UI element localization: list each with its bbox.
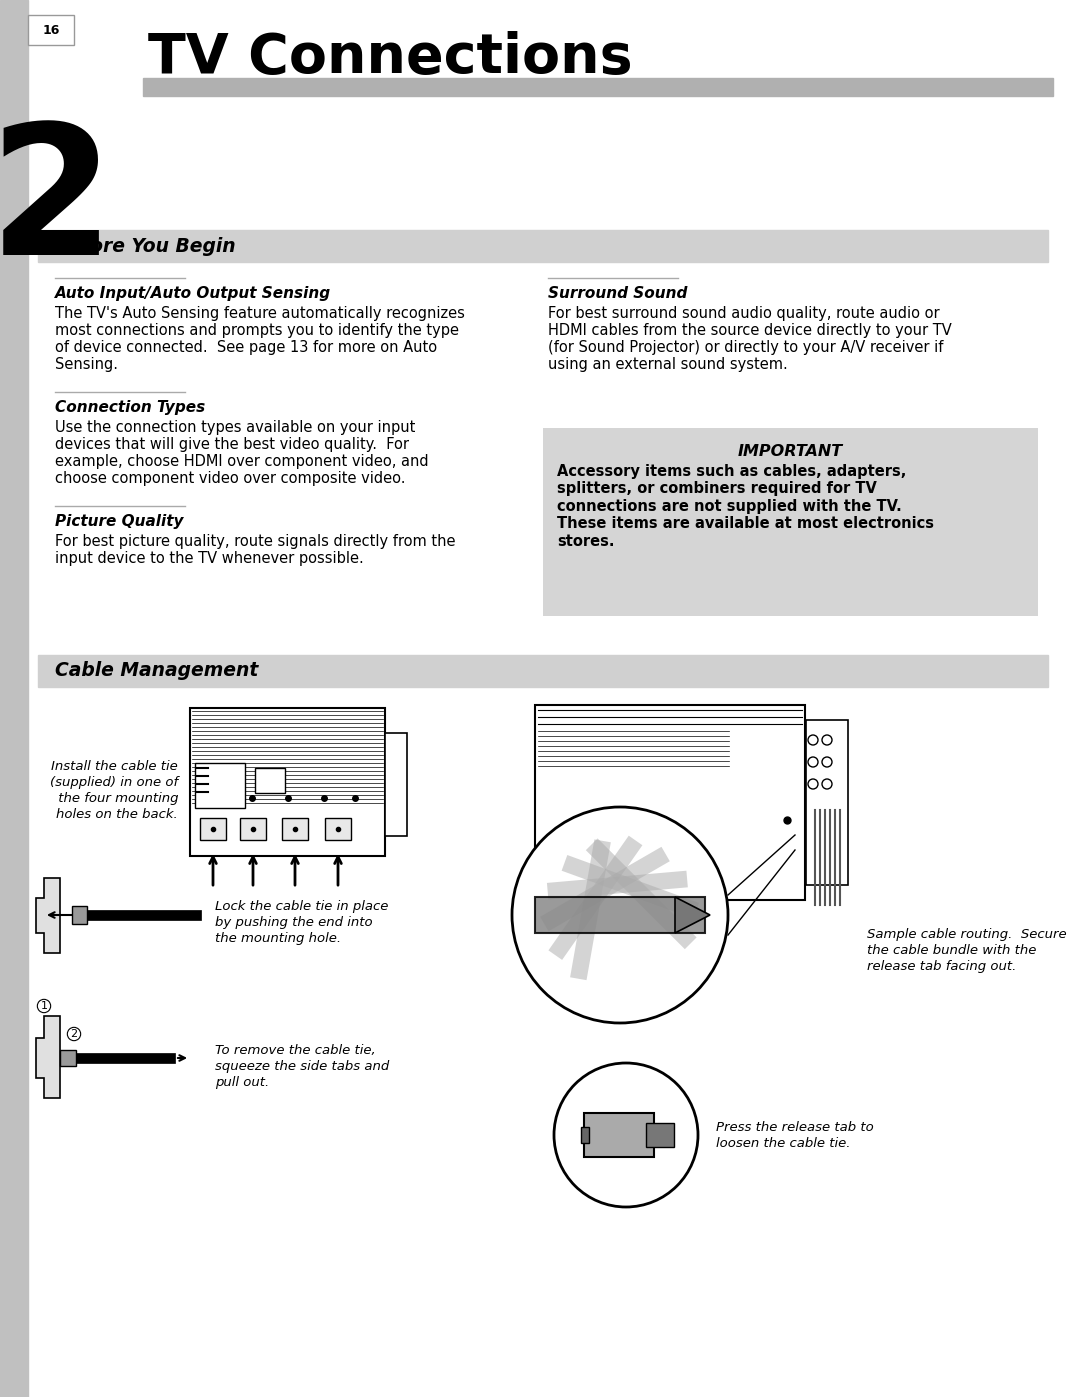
Text: IMPORTANT: IMPORTANT [738, 444, 843, 460]
Bar [384, 733, 407, 835]
Polygon shape [36, 1016, 60, 1098]
Text: holes on the back.: holes on the back. [56, 807, 178, 821]
Circle shape [554, 1063, 698, 1207]
Text: Auto Input/Auto Output Sensing: Auto Input/Auto Output Sensing [55, 286, 332, 300]
Bar [240, 819, 266, 840]
Text: TV Connections: TV Connections [148, 31, 633, 85]
Bar [60, 1051, 76, 1066]
Circle shape [808, 757, 818, 767]
Circle shape [808, 735, 818, 745]
Text: 2: 2 [70, 1030, 78, 1039]
Text: Surround Sound: Surround Sound [548, 286, 687, 300]
Bar [200, 819, 226, 840]
Text: loosen the cable tie.: loosen the cable tie. [716, 1137, 851, 1150]
Bar [646, 1123, 674, 1147]
Circle shape [512, 807, 728, 1023]
Circle shape [808, 780, 818, 789]
Text: pull out.: pull out. [215, 1076, 269, 1090]
Bar [75, 1053, 175, 1063]
Text: Sample cable routing.  Secure: Sample cable routing. Secure [867, 928, 1067, 942]
Bar [0, 0, 28, 1397]
Text: the four mounting: the four mounting [54, 792, 178, 805]
Text: splitters, or combiners required for TV: splitters, or combiners required for TV [557, 482, 877, 496]
Text: the cable bundle with the: the cable bundle with the [867, 944, 1037, 957]
Text: release tab facing out.: release tab facing out. [867, 960, 1016, 972]
Circle shape [822, 757, 832, 767]
Bar [143, 78, 1053, 96]
Bar [282, 819, 308, 840]
Text: input device to the TV whenever possible.: input device to the TV whenever possible… [55, 550, 364, 566]
FancyBboxPatch shape [28, 15, 75, 45]
Text: choose component video over composite video.: choose component video over composite vi… [55, 471, 405, 486]
Text: HDMI cables from the source device directly to your TV: HDMI cables from the source device direc… [548, 323, 951, 338]
Text: Lock the cable tie in place: Lock the cable tie in place [215, 900, 389, 914]
Text: most connections and prompts you to identify the type: most connections and prompts you to iden… [55, 323, 459, 338]
Text: Cable Management: Cable Management [55, 662, 258, 680]
Text: by pushing the end into: by pushing the end into [215, 916, 373, 929]
Bar [86, 909, 201, 921]
Text: Press the release tab to: Press the release tab to [716, 1120, 874, 1134]
Text: 1: 1 [41, 1002, 48, 1011]
Bar [535, 897, 705, 933]
Text: For best surround sound audio quality, route audio or: For best surround sound audio quality, r… [548, 306, 940, 321]
Text: Install the cable tie: Install the cable tie [51, 760, 178, 773]
Text: using an external sound system.: using an external sound system. [548, 358, 787, 372]
Bar [581, 1127, 589, 1143]
Text: example, choose HDMI over component video, and: example, choose HDMI over component vide… [55, 454, 429, 469]
Text: stores.: stores. [557, 534, 615, 549]
Bar [543, 427, 1038, 616]
Text: Connection Types: Connection Types [55, 400, 205, 415]
Bar [190, 708, 384, 856]
Bar [72, 907, 87, 923]
Bar [535, 705, 805, 900]
Text: To remove the cable tie,: To remove the cable tie, [215, 1044, 376, 1058]
Text: 2: 2 [0, 117, 114, 293]
Bar [195, 763, 245, 807]
Text: Before You Begin: Before You Begin [55, 236, 235, 256]
Text: Sensing.: Sensing. [55, 358, 118, 372]
Bar [38, 655, 1048, 687]
Polygon shape [36, 877, 60, 953]
Text: the mounting hole.: the mounting hole. [215, 932, 341, 944]
Polygon shape [675, 897, 710, 933]
Text: devices that will give the best video quality.  For: devices that will give the best video qu… [55, 437, 409, 453]
Circle shape [822, 735, 832, 745]
Bar [255, 768, 285, 793]
Text: These items are available at most electronics: These items are available at most electr… [557, 517, 934, 531]
Text: connections are not supplied with the TV.: connections are not supplied with the TV… [557, 499, 902, 514]
Text: Use the connection types available on your input: Use the connection types available on yo… [55, 420, 416, 434]
Text: squeeze the side tabs and: squeeze the side tabs and [215, 1060, 389, 1073]
Text: Accessory items such as cables, adapters,: Accessory items such as cables, adapters… [557, 464, 906, 479]
Text: Picture Quality: Picture Quality [55, 514, 184, 529]
Text: (supplied) in one of: (supplied) in one of [50, 775, 178, 789]
Circle shape [822, 780, 832, 789]
Text: (for Sound Projector) or directly to your A/V receiver if: (for Sound Projector) or directly to you… [548, 339, 943, 355]
Bar [38, 231, 1048, 263]
Bar [806, 719, 848, 886]
Text: of device connected.  See page 13 for more on Auto: of device connected. See page 13 for mor… [55, 339, 437, 355]
Bar [325, 819, 351, 840]
Text: The TV's Auto Sensing feature automatically recognizes: The TV's Auto Sensing feature automatica… [55, 306, 464, 321]
Text: 16: 16 [42, 24, 59, 36]
Bar [584, 1113, 654, 1157]
Text: For best picture quality, route signals directly from the: For best picture quality, route signals … [55, 534, 456, 549]
